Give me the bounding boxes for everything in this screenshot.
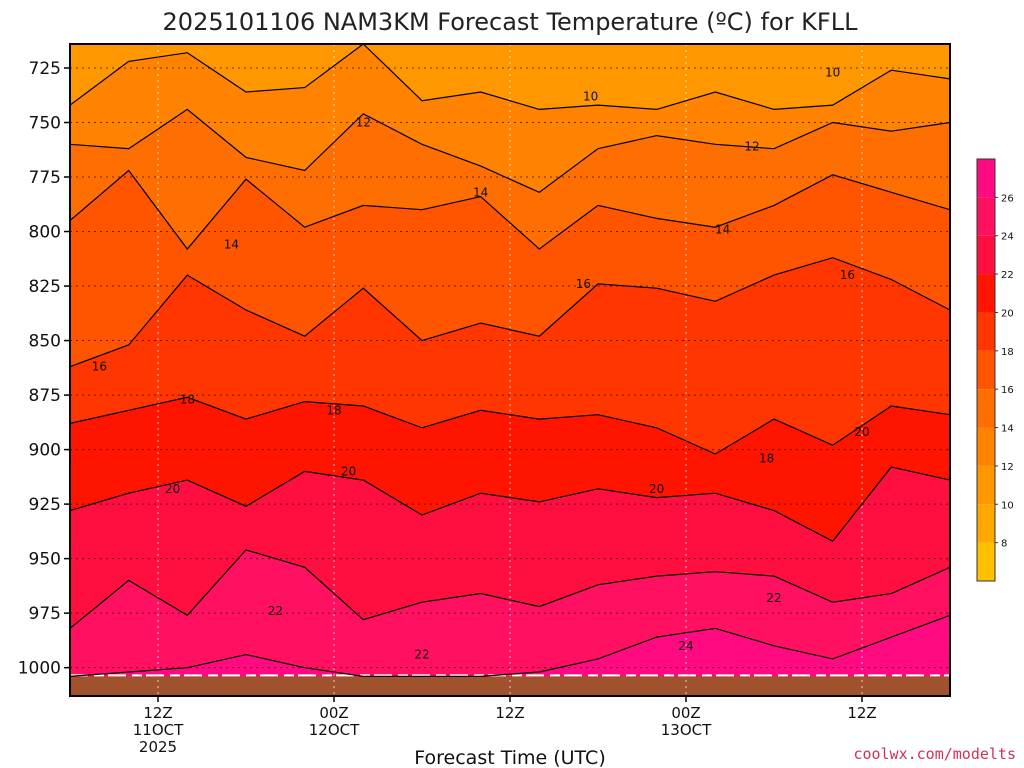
colorbar: 8 10 12 14 16 18 20 22 24 26 (976, 158, 1014, 582)
grid-lines (70, 44, 950, 696)
temperature-band (70, 549, 950, 677)
y-tick-label: 875 (29, 386, 61, 406)
colorbar-segment (977, 389, 995, 428)
contour-line-24 (70, 614, 950, 677)
temperature-band (70, 44, 950, 193)
contour-label-22: 22 (268, 604, 283, 618)
temperature-band (70, 257, 950, 454)
y-tick-label: 825 (29, 277, 61, 297)
y-tick-label: 725 (29, 59, 61, 79)
colorbar-label: 18 (1001, 347, 1014, 358)
temperature-band (70, 397, 950, 542)
contour-label-12: 12 (356, 116, 371, 130)
contour-label-16: 16 (576, 277, 591, 291)
colorbar-segment (977, 274, 995, 313)
contour-line-22 (70, 549, 950, 629)
colorbar-label: 16 (1001, 385, 1014, 396)
contour-lines (70, 44, 950, 677)
credit-text: coolwx.com/modelts (853, 745, 1016, 763)
x-tick-label: 12Z (495, 704, 524, 722)
colorbar-segment (977, 427, 995, 466)
y-tick-label: 925 (29, 495, 61, 515)
x-tick-label: 12Z (847, 704, 876, 722)
contour-label-20: 20 (165, 482, 180, 496)
contour-line-20 (70, 466, 950, 542)
contour-label-16: 16 (840, 268, 855, 282)
colorbar-label: 26 (1001, 193, 1014, 204)
colorbar-segment (977, 350, 995, 390)
x-tick-label: 12OCT (309, 721, 360, 739)
colorbar-label: 14 (1001, 424, 1014, 435)
x-tick-label: 13OCT (661, 721, 712, 739)
contour-label-24: 24 (678, 639, 693, 653)
contour-label-18: 18 (180, 392, 195, 406)
contour-label-10: 10 (583, 89, 598, 103)
x-tick-label: 00Z (671, 704, 700, 722)
colorbar-label: 24 (1001, 232, 1014, 243)
x-tick-label: 11OCT (133, 721, 184, 739)
x-tick-label: 12Z (143, 704, 172, 722)
contour-line-10 (70, 44, 950, 111)
colorbar-frame (976, 158, 996, 582)
colorbar-segment (977, 542, 995, 581)
colorbar-label: 12 (1001, 462, 1014, 473)
contour-line-16 (70, 257, 950, 368)
temperature-band (70, 170, 950, 367)
contour-label-14: 14 (224, 238, 239, 252)
contour-label-18: 18 (326, 403, 341, 417)
contour-label-18: 18 (759, 451, 774, 465)
colorbar-segment (977, 465, 995, 505)
colorbar-segment (977, 159, 995, 198)
x-axis-title: Forecast Time (UTC) (414, 747, 605, 768)
y-tick-label: 950 (29, 550, 61, 570)
y-tick-label: 750 (29, 114, 61, 134)
x-tick-label: 00Z (319, 704, 348, 722)
contour-label-16: 16 (92, 360, 107, 374)
contour-line-18 (70, 396, 950, 455)
colorbar-label: 22 (1001, 270, 1014, 281)
contour-label-14: 14 (715, 222, 730, 236)
contour-labels: 10 10 12 12 14 14 14 16 16 16 18 18 18 20 20 20 20 22 22 22… (92, 65, 870, 661)
colorbar-label: 20 (1001, 308, 1014, 319)
y-tick-label: 850 (29, 332, 61, 352)
contour-label-20: 20 (854, 425, 869, 439)
chart-title: 2025101106 NAM3KM Forecast Temperature (… (163, 8, 859, 36)
contour-label-14: 14 (473, 185, 488, 199)
contour-label-20: 20 (649, 482, 664, 496)
y-tick-label: 900 (29, 441, 61, 461)
temperature-band (70, 467, 950, 629)
contour-label-22: 22 (414, 648, 429, 662)
y-tick-label: 800 (29, 223, 61, 243)
colorbar-segment (977, 197, 995, 236)
y-tick-label: 1000 (18, 659, 61, 679)
y-axis: 725 750 775 800 825 850 875 900 925 950 975 1000 (18, 59, 70, 679)
colorbar-label: 8 (1001, 539, 1007, 550)
temperature-band (70, 44, 950, 110)
colorbar-segment (977, 312, 995, 351)
contour-label-20: 20 (341, 464, 356, 478)
x-tick-label: 2025 (139, 738, 177, 756)
contour-line-14 (70, 169, 950, 250)
contour-label-22: 22 (766, 591, 781, 605)
y-tick-label: 975 (29, 604, 61, 624)
colorbar-segment (977, 235, 995, 275)
contour-line-12 (70, 108, 950, 193)
y-tick-label: 775 (29, 168, 61, 188)
colorbar-segment (977, 504, 995, 543)
colorbar-label: 10 (1001, 500, 1014, 511)
contour-label-10: 10 (825, 65, 840, 79)
contour-label-12: 12 (744, 139, 759, 153)
